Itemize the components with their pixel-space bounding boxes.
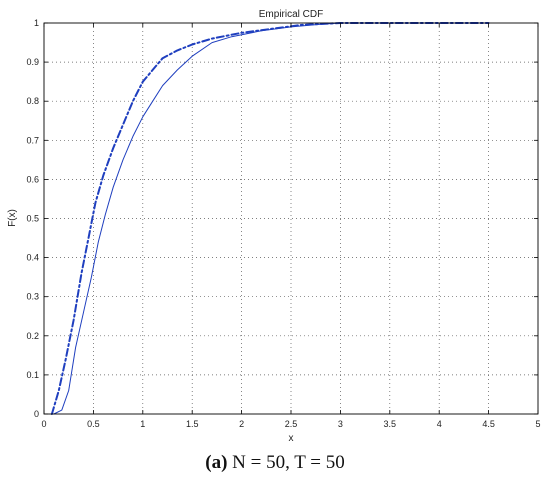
y-tick-label: 0.5 xyxy=(26,214,39,224)
x-tick-label: 4.5 xyxy=(482,419,495,429)
y-tick-label: 0.7 xyxy=(26,135,39,145)
y-tick-label: 0 xyxy=(34,409,39,419)
y-tick-label: 0.9 xyxy=(26,57,39,67)
caption-text: N = 50, T = 50 xyxy=(232,452,345,473)
series-group xyxy=(50,22,490,415)
figure-caption: (a) N = 50, T = 50 xyxy=(0,452,550,474)
y-tick-label: 1 xyxy=(34,18,39,28)
x-tick-label: 1.5 xyxy=(186,419,199,429)
caption-tag: (a) xyxy=(205,452,228,473)
y-tick-label: 0.2 xyxy=(26,331,39,341)
x-tick-label: 0 xyxy=(41,419,46,429)
x-axis-label: x xyxy=(289,433,294,444)
cdf-chart: 0 0.5 1 1.5 2 2.5 3 3.5 4 4.5 5 0 0.1 0.2 0.3 0.4 0.5 0.6… xyxy=(7,9,541,444)
x-tick-label: 2.5 xyxy=(285,419,298,429)
x-tick-label: 3.5 xyxy=(384,419,397,429)
x-tick-label: 2 xyxy=(239,419,244,429)
plot-background xyxy=(44,23,538,414)
y-tick-label: 0.8 xyxy=(26,96,39,106)
y-axis-label: F(x) xyxy=(7,209,18,227)
chart-title: Empirical CDF xyxy=(259,9,323,20)
y-tick-label: 0.6 xyxy=(26,174,39,184)
cdf-line-dashdot xyxy=(50,22,490,415)
x-tick-label: 1 xyxy=(140,419,145,429)
cdf-line-solid xyxy=(53,22,490,415)
x-tick-label: 4 xyxy=(437,419,442,429)
ticks: 0 0.5 1 1.5 2 2.5 3 3.5 4 4.5 5 0 0.1 0.2 0.3 0.4 0.5 0.6… xyxy=(26,18,540,429)
x-tick-label: 0.5 xyxy=(87,419,100,429)
y-tick-label: 0.3 xyxy=(26,292,39,302)
x-tick-label: 5 xyxy=(535,419,540,429)
x-tick-label: 3 xyxy=(338,419,343,429)
y-tick-label: 0.4 xyxy=(26,253,39,263)
y-tick-label: 0.1 xyxy=(26,370,39,380)
